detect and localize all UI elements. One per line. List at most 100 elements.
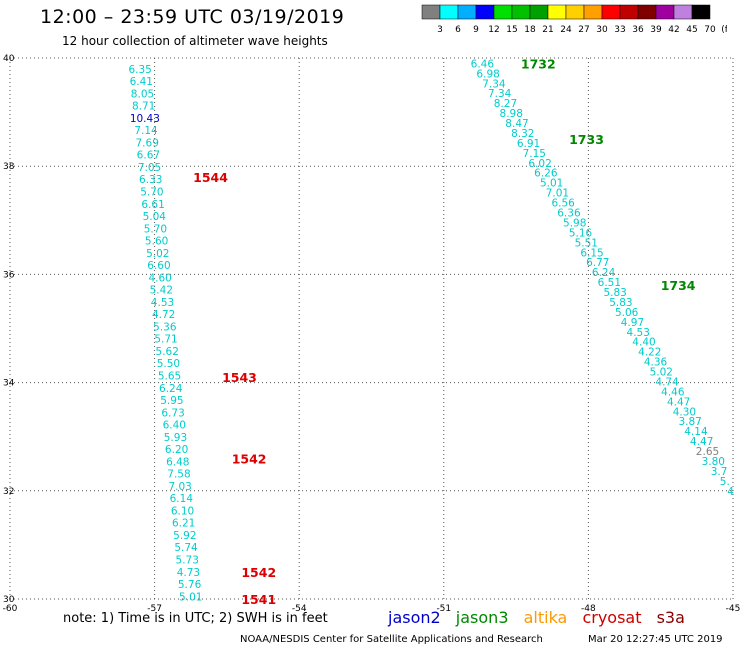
legend-s3a: s3a [656, 608, 685, 627]
colorbar-label: 30 [596, 25, 608, 35]
swh-value: 6.36 [557, 207, 581, 219]
swh-value: 5.60 [145, 236, 168, 248]
swh-value: 4.30 [673, 406, 696, 418]
colorbar-label: 70 [704, 25, 716, 35]
swh-value: 6.26 [534, 168, 558, 180]
swh-value: 10.43 [130, 113, 160, 125]
swh-value: 6.33 [139, 174, 162, 186]
x-tick-label: -54 [292, 604, 307, 614]
colorbar-label: 12 [488, 25, 499, 35]
legend-cryosat: cryosat [582, 608, 642, 627]
swh-value: 5.02 [650, 367, 673, 379]
swh-value: 8.05 [131, 88, 154, 100]
swh-value: 5.04 [143, 211, 167, 223]
swh-value: 6.10 [171, 505, 194, 517]
swh-value: 7.34 [482, 78, 506, 90]
axis-tick-labels: -60 -57 -54 -51 -48 -45 30 32 34 36 38 40 [3, 54, 740, 614]
units-note: note: 1) Time is in UTC; 2) SWH is in fe… [63, 611, 328, 626]
swh-value: 4.73 [177, 567, 200, 579]
swh-value: 7.34 [488, 88, 512, 100]
swh-value: 6.14 [170, 493, 194, 505]
colorbar-swatch [583, 4, 603, 20]
swh-value: 6.67 [137, 150, 160, 162]
grid-lines [9, 57, 734, 600]
y-tick-label: 40 [3, 54, 15, 64]
pass-time-label: 1732 [521, 56, 556, 71]
swh-value: 5.70 [140, 186, 163, 198]
y-tick-label: 34 [3, 379, 15, 389]
colorbar-label: 45 [686, 25, 697, 35]
satellite-legend: jason2 jason3 altika cryosat s3a [388, 608, 695, 627]
swh-value: 5.76 [178, 579, 202, 591]
pass-time-label: 1734 [661, 278, 696, 293]
swh-value: 4.22 [638, 347, 661, 359]
swh-value: 5.51 [575, 237, 598, 249]
swh-value: 5.50 [157, 358, 180, 370]
swh-value: 3.7 [711, 466, 728, 478]
swh-value: 6.24 [592, 267, 616, 279]
swh-value: 6.77 [586, 257, 609, 269]
colorbar-swatch [655, 4, 675, 20]
swh-value: 4.74 [655, 376, 679, 388]
swh-value: 5.42 [150, 285, 173, 297]
swh-value: 6.51 [598, 277, 621, 289]
swh-value: 5.74 [174, 542, 198, 554]
chart-subtitle: 12 hour collection of altimeter wave hei… [62, 34, 328, 48]
swh-value: 5.62 [156, 346, 179, 358]
swh-value: 4.14 [684, 426, 708, 438]
colorbar-swatch [691, 4, 711, 20]
swh-value: 8.71 [132, 101, 155, 113]
swh-value: 6.56 [551, 198, 575, 210]
pass-time-label: 1542 [241, 565, 276, 580]
pass-time-label: 1542 [232, 451, 267, 466]
swh-value: 7.58 [167, 469, 190, 481]
colorbar-label: 27 [578, 25, 589, 35]
colorbar-label: 9 [473, 25, 479, 35]
colorbar-label: 6 [455, 25, 461, 35]
colorbar-swatch [637, 4, 657, 20]
swh-value: 5.83 [603, 287, 626, 299]
swh-value: 4.47 [667, 396, 690, 408]
colorbar-label: 24 [560, 25, 572, 35]
swh-value: 4.40 [632, 337, 655, 349]
x-tick-label: -45 [726, 604, 740, 614]
swh-value: 4.53 [151, 297, 174, 309]
pass-time-label: 1541 [241, 592, 276, 607]
swh-value: 6.21 [172, 518, 195, 530]
swh-value: 7.03 [168, 481, 191, 493]
colorbar-swatch [421, 4, 441, 20]
swh-value: 7.05 [138, 162, 161, 174]
swh-value: 8.27 [494, 98, 517, 110]
swh-value: 8.98 [500, 108, 523, 120]
colorbar-swatch [439, 4, 459, 20]
colorbar-swatch [511, 4, 531, 20]
x-tick-label: -60 [3, 604, 18, 614]
swh-value: 6.41 [130, 76, 153, 88]
colorbar-swatch [601, 4, 621, 20]
swh-value: 4.72 [152, 309, 175, 321]
y-tick-label: 30 [3, 595, 15, 605]
swh-value: 5.65 [158, 370, 181, 382]
altimeter-tracks: 6.356.418.058.7110.437.147.696.677.056.3… [128, 58, 734, 603]
swh-value: 6.46 [471, 58, 495, 70]
colorbar-swatch [529, 4, 549, 20]
x-tick-label: -51 [436, 604, 451, 614]
swh-value: 6.91 [517, 138, 540, 150]
colorbar-label: 15 [506, 25, 517, 35]
swh-value: 7.01 [546, 188, 569, 200]
footer-timestamp: Mar 20 12:27:45 UTC 2019 [588, 634, 723, 645]
swh-value: 4.97 [621, 317, 644, 329]
colorbar-swatch [493, 4, 513, 20]
swh-value: 4.46 [661, 386, 685, 398]
swh-value: 6.24 [159, 383, 183, 395]
swh-value: 5.92 [173, 530, 196, 542]
swh-value: 5.02 [146, 248, 169, 260]
swh-value: 7.69 [136, 137, 159, 149]
swh-value: 6.15 [580, 247, 603, 259]
swh-value: 6.48 [166, 456, 189, 468]
swh-value: 5.70 [144, 223, 167, 235]
swh-value: 4.60 [148, 272, 171, 284]
swh-value: 7.15 [523, 148, 546, 160]
swh-value: 6.35 [128, 64, 151, 76]
